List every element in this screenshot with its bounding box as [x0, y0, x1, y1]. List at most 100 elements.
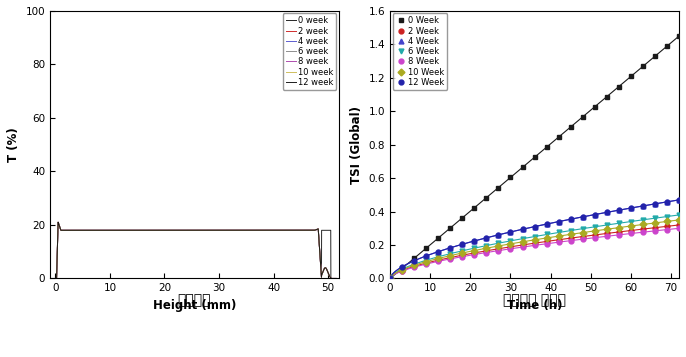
4 Week	[446, 246, 454, 250]
4 week	[324, 271, 332, 275]
2 Week	[386, 276, 394, 281]
0 Week	[651, 54, 659, 58]
2 Week	[410, 264, 418, 268]
12 Week	[398, 265, 406, 269]
2 week	[272, 228, 281, 232]
6 week	[272, 228, 281, 232]
8 Week	[471, 252, 479, 257]
10 week	[324, 271, 332, 275]
2 Week	[567, 236, 575, 240]
2 Week	[482, 248, 490, 253]
6 Week	[434, 255, 442, 259]
6 Week	[543, 232, 551, 237]
12 Week	[422, 254, 430, 258]
10 Week	[567, 232, 575, 236]
10 Week	[675, 218, 683, 222]
Line: 4 week: 4 week	[56, 222, 336, 278]
6 Week	[530, 235, 539, 239]
4 week	[188, 228, 196, 232]
10 Week	[578, 230, 587, 235]
0 week	[51, 276, 60, 281]
Line: 2 Week: 2 Week	[388, 222, 681, 281]
12 week	[324, 271, 332, 275]
0 Week	[398, 266, 406, 271]
8 Week	[603, 234, 611, 238]
12 Week	[615, 208, 623, 212]
8 Week	[495, 248, 503, 253]
4 Week	[675, 198, 683, 202]
Line: 4 Week: 4 Week	[388, 197, 681, 281]
4 Week	[615, 208, 623, 212]
10 Week	[543, 236, 551, 240]
12 Week	[578, 215, 587, 219]
2 Week	[663, 224, 671, 228]
2 week	[180, 228, 189, 232]
4 Week	[554, 220, 563, 224]
10 Week	[554, 234, 563, 238]
10 Week	[506, 242, 514, 246]
Line: 0 Week: 0 Week	[388, 34, 681, 281]
8 Week	[663, 227, 671, 232]
4 Week	[495, 233, 503, 237]
12 Week	[410, 258, 418, 263]
4 Week	[410, 258, 418, 263]
8 Week	[554, 240, 563, 244]
0 Week	[495, 185, 503, 190]
6 Week	[410, 262, 418, 266]
2 Week	[639, 227, 647, 231]
4 week	[324, 271, 332, 275]
6 Week	[567, 228, 575, 233]
8 Week	[458, 255, 466, 259]
12 Week	[530, 225, 539, 229]
10 Week	[651, 221, 659, 225]
8 Week	[519, 245, 527, 249]
0 Week	[554, 135, 563, 139]
8 Week	[446, 257, 454, 261]
8 Week	[530, 243, 539, 247]
2 Week	[591, 233, 599, 237]
0 Week	[519, 165, 527, 170]
Text: 터비스캄 인덱스: 터비스캄 인덱스	[503, 293, 566, 307]
12 Week	[386, 276, 394, 281]
2 week	[324, 271, 332, 275]
2 Week	[530, 241, 539, 245]
10 week	[188, 228, 196, 232]
12 Week	[495, 233, 503, 237]
2 Week	[458, 253, 466, 257]
2 Week	[627, 228, 635, 233]
12 Week	[639, 204, 647, 208]
4 Week	[506, 230, 514, 234]
X-axis label: Height (mm): Height (mm)	[153, 299, 236, 312]
10 Week	[471, 248, 479, 253]
Line: 8 Week: 8 Week	[388, 226, 681, 281]
6 week	[54, 220, 62, 225]
4 Week	[639, 204, 647, 208]
Legend: 0 Week, 2 Week, 4 Week, 6 Week, 8 Week, 10 Week, 12 Week: 0 Week, 2 Week, 4 Week, 6 Week, 8 Week, …	[392, 14, 447, 90]
6 week	[180, 228, 189, 232]
2 week	[324, 271, 332, 275]
6 Week	[603, 223, 611, 227]
12 Week	[675, 198, 683, 202]
8 Week	[651, 229, 659, 233]
0 week	[324, 228, 332, 232]
8 week	[272, 228, 281, 232]
10 week	[51, 276, 60, 281]
10 Week	[530, 238, 539, 242]
8 week	[54, 220, 62, 225]
8 Week	[398, 269, 406, 273]
4 week	[332, 276, 340, 281]
6 Week	[471, 246, 479, 250]
6 Week	[446, 252, 454, 256]
4 week	[51, 276, 60, 281]
8 Week	[578, 237, 587, 241]
12 week	[51, 276, 60, 281]
10 Week	[434, 256, 442, 261]
12 week	[188, 228, 196, 232]
0 Week	[410, 256, 418, 260]
8 Week	[434, 259, 442, 263]
Line: 10 week: 10 week	[56, 222, 336, 278]
8 week	[324, 271, 332, 275]
0 week	[180, 228, 189, 232]
12 Week	[482, 236, 490, 240]
6 Week	[386, 276, 394, 281]
